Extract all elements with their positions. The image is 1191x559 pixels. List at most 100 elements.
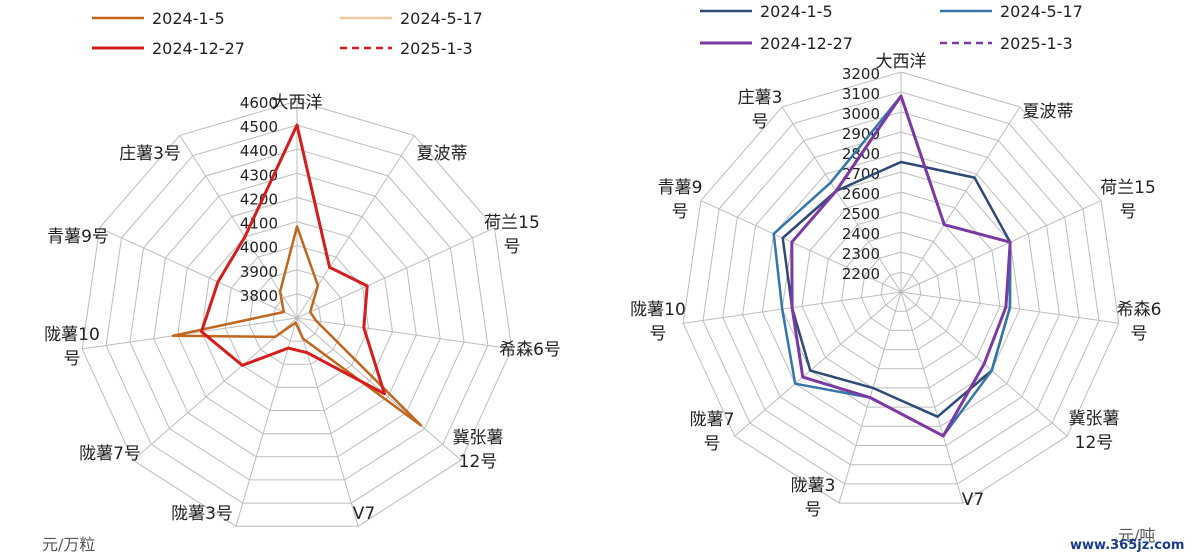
category-label: 青薯9号 xyxy=(47,227,109,247)
grid-ring xyxy=(105,124,489,504)
category-label-line: 陇薯10 xyxy=(44,325,100,345)
category-label: 陇薯10 号 xyxy=(44,325,100,369)
category-label: 陇薯3号 xyxy=(171,504,233,524)
category-label-line: 荷兰15 xyxy=(1100,178,1156,198)
legend-label: 2024-12-27 xyxy=(152,39,245,58)
grid-spoke xyxy=(296,317,462,461)
grid-spoke xyxy=(734,291,902,437)
category-label-line: 冀张薯 xyxy=(1069,409,1120,429)
category-label-line: 夏波蒂 xyxy=(417,144,468,164)
category-label: 希森6号 xyxy=(499,340,561,360)
left-radar-chart-seed-price: 3800 3900 4000 4100 4200 4300 4400 4500 4600大西洋夏… xyxy=(44,9,561,527)
category-label: 陇薯10 号 xyxy=(630,300,686,344)
tick-label: 3200 xyxy=(842,65,880,83)
left-unit-label: 元/万粒 xyxy=(42,535,95,554)
category-label-line: V7 xyxy=(962,490,984,510)
tick-label: 3000 xyxy=(842,105,880,123)
grid-spoke xyxy=(900,291,964,504)
tick-label: 4400 xyxy=(240,142,278,160)
category-label-line: 青薯9 xyxy=(658,178,703,198)
category-label: 夏波蒂 xyxy=(1023,102,1074,122)
right-radar-chart-potato-price: 2200230024002500260027002800290030003100… xyxy=(630,2,1161,520)
category-label-line: 大西洋 xyxy=(876,52,927,72)
category-label-line: 号 xyxy=(1120,202,1137,222)
category-label-line: 夏波蒂 xyxy=(1023,102,1074,122)
category-label: 陇薯7 号 xyxy=(690,410,735,454)
category-label: 大西洋 xyxy=(876,52,927,72)
category-label-line: 陇薯3号 xyxy=(171,504,233,524)
series-line xyxy=(171,225,423,427)
category-label-line: 号 xyxy=(504,237,521,257)
category-label-line: 号 xyxy=(64,349,81,369)
category-label-line: 号 xyxy=(704,434,721,454)
legend-label: 2025-1-3 xyxy=(400,39,473,58)
series-line xyxy=(790,94,1012,438)
category-label: 夏波蒂 xyxy=(417,144,468,164)
grid-spoke xyxy=(900,106,1021,293)
tick-label: 4300 xyxy=(240,166,278,184)
tick-label: 3900 xyxy=(240,263,278,281)
category-label: 青薯9 号 xyxy=(658,178,703,222)
tick-label: 3800 xyxy=(240,287,278,305)
grid-spoke xyxy=(179,135,298,319)
category-label-line: 庄薯3号 xyxy=(119,144,181,164)
grid-ring xyxy=(153,172,441,458)
grid-ring xyxy=(200,221,394,411)
grid-ring xyxy=(860,251,942,331)
grid-spoke xyxy=(781,106,902,293)
grid-ring xyxy=(177,196,417,435)
category-label: V7 xyxy=(962,490,984,510)
legend-label: 2024-12-27 xyxy=(760,34,853,53)
category-label-line: V7 xyxy=(353,504,375,524)
grid-ring xyxy=(248,269,346,365)
category-label-line: 12号 xyxy=(459,452,498,472)
tick-label: 2200 xyxy=(842,265,880,283)
series-line xyxy=(200,123,386,396)
grid-spoke xyxy=(700,200,902,293)
grid-ring xyxy=(682,71,1120,504)
tick-label: 4100 xyxy=(240,215,278,233)
tick-label: 3100 xyxy=(842,85,880,103)
category-label-line: 陇薯3 xyxy=(791,476,836,496)
category-label-line: 号 xyxy=(752,112,769,132)
watermark: www.365jz.com xyxy=(1070,538,1184,553)
tick-label: 2300 xyxy=(842,245,880,263)
category-label-line: 陇薯7 xyxy=(690,410,735,430)
grid-spoke xyxy=(296,317,512,350)
category-label-line: 希森6 xyxy=(1117,300,1162,320)
tick-label: 4000 xyxy=(240,239,278,257)
category-label-line: 陇薯10 xyxy=(630,300,686,320)
grid-ring xyxy=(761,151,1041,427)
grid-ring xyxy=(821,211,981,370)
category-label: 庄薯3 号 xyxy=(738,88,783,132)
grid-ring xyxy=(129,148,465,481)
grid-spoke xyxy=(99,227,298,319)
legend-label: 2024-5-17 xyxy=(400,9,483,28)
legend-label: 2024-5-17 xyxy=(1000,2,1083,21)
tick-label: 4600 xyxy=(240,94,278,112)
category-label-line: 青薯9号 xyxy=(47,227,109,247)
grid-spoke xyxy=(235,317,298,527)
category-label: 冀张薯 12号 xyxy=(1069,409,1120,453)
category-label-line: 庄薯3 xyxy=(738,88,783,108)
category-label-line: 希森6号 xyxy=(499,340,561,360)
legend-label: 2024-1-5 xyxy=(760,2,833,21)
category-label-line: 号 xyxy=(1131,324,1148,344)
grid-ring xyxy=(81,100,513,527)
category-label-line: 号 xyxy=(650,324,667,344)
category-label-line: 号 xyxy=(672,202,689,222)
series-line xyxy=(781,160,1012,418)
category-label-line: 12号 xyxy=(1075,433,1114,453)
category-label: 大西洋 xyxy=(272,93,323,113)
grid-spoke xyxy=(296,227,495,319)
category-label: 荷兰15 号 xyxy=(1100,178,1156,222)
grid-spoke xyxy=(132,317,298,461)
grid-spoke xyxy=(900,200,1102,293)
grid-ring xyxy=(801,191,1001,389)
grid-ring xyxy=(841,231,961,351)
legend-label: 2025-1-3 xyxy=(1000,34,1073,53)
category-label: 冀张薯 12号 xyxy=(453,428,504,472)
category-label: 荷兰15 号 xyxy=(484,213,540,257)
